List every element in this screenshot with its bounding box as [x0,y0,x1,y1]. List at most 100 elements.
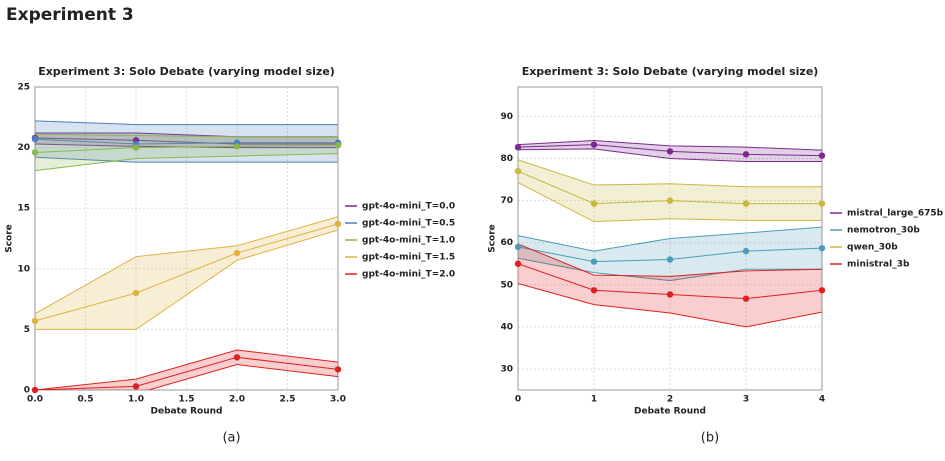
y-tick-label: 70 [500,196,513,206]
caption: (a) [222,431,240,446]
y-tick-label: 80 [500,154,513,164]
y-tick-label: 0 [24,386,30,396]
y-tick-label: 15 [17,204,30,214]
legend-label: gpt-4o-mini_T=0.0 [362,202,455,212]
y-tick-label: 30 [500,364,513,374]
y-tick-label: 90 [500,112,513,122]
legend-label: mistral_large_675b [847,209,944,219]
point [742,151,750,158]
band [518,227,822,281]
band-edge [518,257,822,282]
y-axis-label: Score [5,224,15,253]
point [31,149,39,156]
band-edge [518,139,822,151]
band [35,134,338,171]
point [334,366,342,373]
point [233,143,241,150]
line [35,138,338,145]
band-edge [35,156,338,163]
x-tick-label: 0.0 [27,395,43,405]
point [742,247,750,255]
point [233,249,241,257]
x-tick-label: 4 [819,395,825,405]
point [666,197,674,204]
legend-label: gpt-4o-mini_T=1.0 [362,236,455,246]
point [132,289,140,297]
y-tick-label: 60 [500,238,513,248]
x-tick-label: 3 [743,395,749,405]
point [31,317,39,325]
y-tick-label: 5 [24,325,30,335]
x-tick-label: 1.5 [179,395,195,405]
chart-title: Experiment 3: Solo Debate (varying model… [38,65,335,78]
point [666,148,674,155]
point [334,141,342,149]
point [818,287,826,294]
x-tick-label: 0 [515,395,521,405]
point [818,244,826,252]
point [818,152,826,159]
line [35,144,338,153]
point [590,200,598,207]
point [590,141,598,148]
x-tick-label: 1 [591,395,597,405]
point [666,291,674,298]
point [742,200,750,207]
plot-frame [34,86,339,391]
plot-frame [517,86,823,391]
band-edge [35,229,338,330]
heading: Experiment 3 [6,5,134,25]
x-tick-label: 2.0 [229,395,245,405]
band-edge [35,364,338,390]
band-edge [35,216,338,315]
band-edge [518,243,822,277]
y-tick-label: 25 [17,83,30,93]
point [31,135,39,143]
point [31,386,39,394]
legend-label: gpt-4o-mini_T=2.0 [362,270,455,280]
caption: (b) [701,431,719,446]
line [35,356,338,390]
point [818,200,826,207]
band [518,243,822,327]
point [334,220,342,228]
point [514,243,522,251]
y-axis-label: Score [488,224,498,253]
point [666,256,674,263]
band [35,120,338,163]
chart-title: Experiment 3: Solo Debate (varying model… [522,65,819,78]
x-tick-label: 1.0 [128,395,144,405]
x-tick-label: 3.0 [330,395,346,405]
line [35,137,338,145]
band-edge [35,349,338,390]
point [132,144,140,151]
band-edge [518,182,822,223]
point [132,383,140,390]
band-edge [518,226,822,252]
y-tick-label: 40 [500,322,513,332]
point [514,143,522,151]
x-tick-label: 2.5 [280,395,296,405]
point [742,295,750,302]
point [514,260,522,267]
x-tick-label: 2 [667,395,673,405]
legend-label: nemotron_30b [847,226,920,236]
band-edge [518,148,822,162]
y-tick-label: 20 [17,143,30,153]
band-edge [35,120,338,126]
x-axis-label: Debate Round [151,407,223,417]
band-edge [35,153,338,172]
band-edge [518,283,822,328]
band-edge [518,159,822,188]
band-edge [35,133,338,138]
point [590,287,598,294]
legend-label: gpt-4o-mini_T=1.5 [362,253,455,263]
plot-area [35,120,338,390]
point [233,354,241,361]
x-tick-label: 0.5 [78,395,94,405]
legend-label: ministral_3b [847,260,910,270]
y-tick-label: 10 [17,264,30,274]
y-tick-label: 50 [500,280,513,290]
line [35,223,338,322]
